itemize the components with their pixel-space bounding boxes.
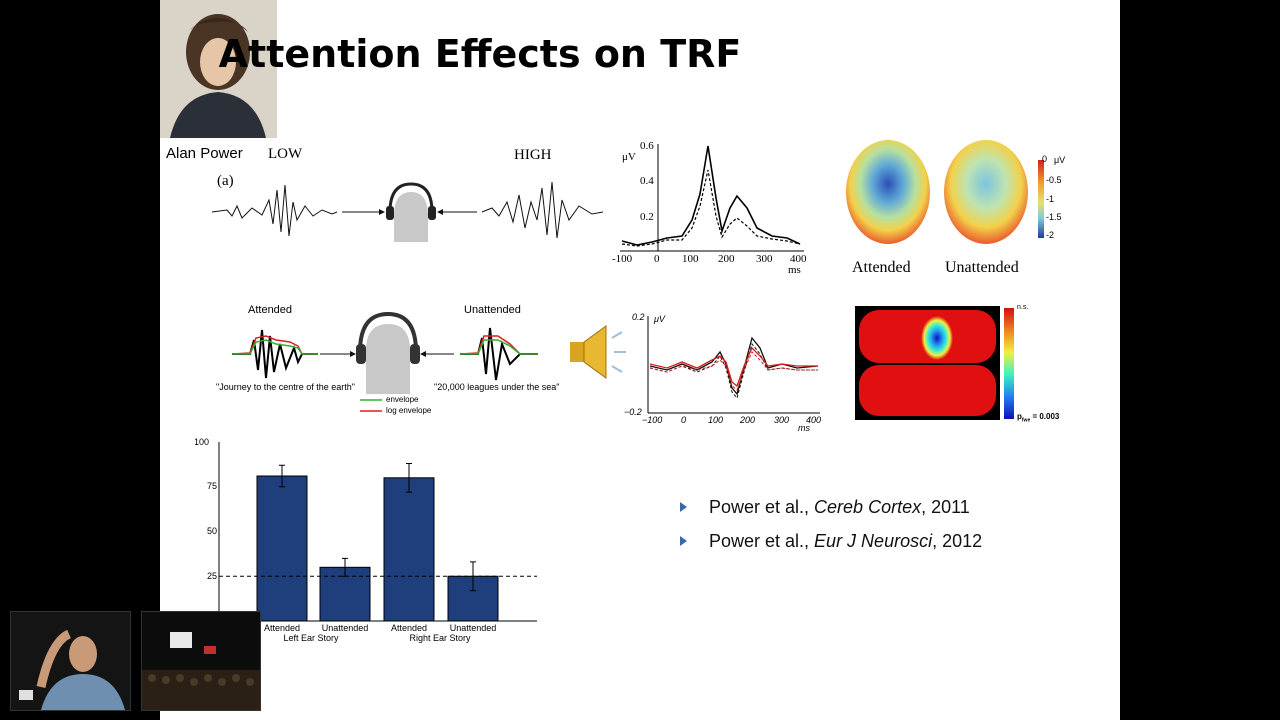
trf-top-ytick-2: 0.2 xyxy=(640,211,654,223)
trf-bottom-xtick-0: −100 xyxy=(642,415,662,425)
trf-bottom-plot: 0.2 μV −0.2 −100 0 100 200 300 400 ms xyxy=(624,312,821,433)
figure-a: LOW HIGH (a) xyxy=(207,140,607,260)
fig-b-right-quote: "20,000 leagues under the sea" xyxy=(434,382,560,392)
fig-b-left-quote: "Journey to the centre of the earth" xyxy=(216,382,355,392)
trf-top-xtick-0: -100 xyxy=(612,253,633,265)
speaker-video-drawing xyxy=(11,612,130,710)
trf-top-plot: μV 0.6 0.4 0.2 -100 0 100 200 300 400 ms xyxy=(612,140,807,276)
bar-group-0: Left Ear Story xyxy=(283,633,339,643)
fig-b-attended-label: Attended xyxy=(248,304,293,316)
topomap-scale-1: -0.5 xyxy=(1046,175,1062,185)
topomap-scale-unit: μV xyxy=(1054,155,1065,165)
reference-1-journal: Eur J Neurosci xyxy=(814,531,933,551)
error-bar-0 xyxy=(279,464,285,488)
bar-cat-0: Attended xyxy=(264,623,300,633)
bullet-arrow-icon xyxy=(680,536,687,546)
bar-ytick-75: 75 xyxy=(207,481,217,491)
figure-a-drawing xyxy=(211,181,604,242)
bar-cat-1: Unattended xyxy=(322,623,369,633)
figure-b-drawing xyxy=(231,311,538,412)
trf-top-ytick-1: 0.4 xyxy=(640,175,654,187)
bar-2 xyxy=(383,477,435,622)
pmap-bottom-label: pfwe = 0.003 xyxy=(1017,412,1059,424)
reference-0-year: , 2011 xyxy=(921,497,970,517)
figure-b: Attended Unattended "Journey to the cent… xyxy=(210,300,570,420)
trf-top-xtick-4: 300 xyxy=(756,253,773,265)
pmap-drawing xyxy=(859,310,996,416)
trf-bottom-xtick-1: 0 xyxy=(681,415,686,425)
trf-top-xtick-2: 100 xyxy=(682,253,699,265)
bar-ytick-50: 50 xyxy=(207,526,217,536)
topomap-scale-0: 0 xyxy=(1042,154,1047,164)
panel-label: (a) xyxy=(217,173,234,189)
trf-bottom-xtick-5: 400 xyxy=(806,415,821,425)
audience-video-drawing xyxy=(142,612,260,710)
reference-item-0: Power et al., Cereb Cortex, 2011 xyxy=(680,494,982,528)
photo-caption: Alan Power xyxy=(166,145,243,162)
topomap-attended-label: Attended xyxy=(852,259,911,276)
topomap-scale-2: -1 xyxy=(1046,194,1054,204)
reference-1-authors: Power et al., xyxy=(709,531,815,551)
trf-bottom-xtick-4: 300 xyxy=(774,415,789,425)
bar-ytick-25: 25 xyxy=(207,571,217,581)
speaker-video-thumbnail[interactable] xyxy=(10,611,131,711)
bar-group-1: Right Ear Story xyxy=(409,633,471,643)
topomap-top: 0 μV -0.5 -1 -1.5 -2 xyxy=(846,140,1065,244)
legend-log-envelope: log envelope xyxy=(386,406,432,415)
trf-bottom-xunit: ms xyxy=(798,423,810,433)
high-label: HIGH xyxy=(514,147,552,163)
pmap-top-label: n.s. xyxy=(1017,304,1029,311)
pmap-colorbar xyxy=(1004,308,1014,419)
bar-chart: 100 75 50 25 Attended Unattended Attende… xyxy=(195,437,537,643)
trf-top-unit: μV xyxy=(622,151,636,163)
legend-envelope: envelope xyxy=(386,395,419,404)
trf-bottom-ybot: −0.2 xyxy=(624,407,642,417)
bullet-arrow-icon xyxy=(680,502,687,512)
topomap-scale-3: -1.5 xyxy=(1046,212,1062,222)
audience-video-thumbnail[interactable] xyxy=(141,611,261,711)
reference-1-year: , 2012 xyxy=(932,531,983,551)
pmap xyxy=(855,306,1000,420)
reference-item-1: Power et al., Eur J Neurosci, 2012 xyxy=(680,528,982,562)
trf-top-xtick-1: 0 xyxy=(654,253,660,265)
page-title: Attention Effects on TRF xyxy=(218,32,742,76)
pmap-fwe: fwe xyxy=(1021,417,1031,424)
bar-0 xyxy=(256,475,308,622)
speaker-icon[interactable] xyxy=(564,320,630,384)
fig-b-unattended-label: Unattended xyxy=(464,304,521,316)
trf-bottom-unit: μV xyxy=(653,314,666,324)
pmap-value: = 0.003 xyxy=(1030,412,1060,421)
trf-bottom-ytop: 0.2 xyxy=(632,312,645,322)
trf-bottom-xtick-2: 100 xyxy=(708,415,723,425)
bar-ytick-100: 100 xyxy=(195,437,209,447)
error-bar-2 xyxy=(406,462,412,493)
trf-bottom-xtick-3: 200 xyxy=(739,415,755,425)
topomap-unattended-label: Unattended xyxy=(945,259,1019,276)
reference-0-journal: Cereb Cortex xyxy=(814,497,922,517)
trf-top-xtick-5: 400 xyxy=(790,253,807,265)
bar-cat-3: Unattended xyxy=(450,623,497,633)
trf-top-xtick-3: 200 xyxy=(718,253,735,265)
topomap-scale-4: -2 xyxy=(1046,230,1054,240)
low-label: LOW xyxy=(268,146,303,162)
trf-top-xunit: ms xyxy=(788,264,801,276)
reference-list: Power et al., Cereb Cortex, 2011 Power e… xyxy=(680,494,982,562)
pmap-p: p xyxy=(1017,412,1022,421)
reference-0-authors: Power et al., xyxy=(709,497,815,517)
presenter-photo xyxy=(160,0,277,138)
bar-cat-2: Attended xyxy=(391,623,427,633)
trf-top-ytick-0: 0.6 xyxy=(640,140,654,152)
